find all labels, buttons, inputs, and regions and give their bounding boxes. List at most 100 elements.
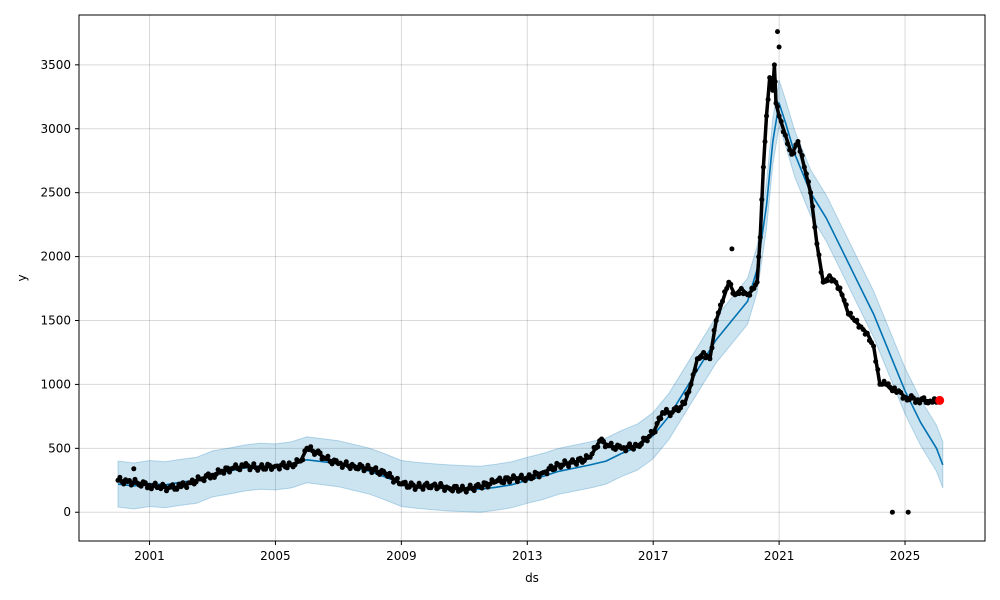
observed-point	[343, 459, 349, 465]
observed-point	[501, 480, 507, 486]
observed-point	[782, 132, 788, 138]
observed-point	[471, 488, 477, 494]
observed-point	[142, 480, 148, 486]
observed-point	[162, 483, 168, 489]
observed-point	[824, 278, 830, 284]
observed-point	[652, 429, 658, 435]
outlier-point	[775, 29, 780, 35]
observed-point	[280, 460, 286, 466]
observed-point	[225, 465, 231, 471]
observed-point	[389, 474, 394, 480]
y-tick-label: 500	[48, 441, 71, 455]
observed-point	[457, 487, 463, 493]
observed-point	[221, 470, 227, 476]
observed-point	[623, 448, 629, 454]
observed-point	[566, 464, 572, 469]
observed-point	[259, 462, 265, 468]
x-tick-label: 2013	[512, 549, 543, 563]
observed-point	[631, 446, 636, 452]
observed-point	[898, 390, 904, 395]
observed-point	[776, 113, 782, 119]
observed-point	[827, 273, 832, 279]
observed-point	[771, 62, 777, 68]
observed-point	[910, 395, 916, 401]
observed-point	[267, 462, 272, 468]
observed-point	[816, 252, 822, 258]
observed-point	[152, 480, 158, 486]
observed-point	[424, 480, 430, 486]
observed-point	[406, 484, 412, 490]
observed-point	[193, 479, 199, 485]
observed-point	[921, 395, 927, 401]
observed-point	[854, 317, 860, 323]
observed-point	[251, 461, 257, 467]
observed-point	[747, 292, 753, 298]
observed-point	[713, 318, 719, 323]
observed-point	[864, 330, 870, 336]
observed-point	[420, 486, 426, 492]
observed-point	[892, 385, 897, 391]
observed-point	[801, 164, 807, 170]
observed-point	[736, 291, 742, 297]
observed-point	[701, 350, 707, 355]
outlier-point	[729, 246, 735, 252]
x-tick-label: 2025	[890, 549, 921, 563]
outlier-point	[905, 509, 911, 515]
observed-point	[810, 204, 816, 209]
observed-point	[233, 462, 239, 468]
observed-point	[574, 461, 579, 467]
observed-point	[121, 481, 127, 487]
observed-point	[450, 488, 455, 494]
observed-point	[560, 462, 566, 468]
observed-point	[505, 475, 511, 481]
x-tick-label: 2017	[638, 549, 669, 563]
observed-point	[818, 269, 824, 275]
outlier-points	[131, 29, 911, 515]
y-tick-label: 1000	[40, 377, 71, 391]
observed-point	[839, 292, 845, 298]
observed-point	[126, 478, 132, 483]
highlight-point-group	[935, 395, 945, 405]
observed-point	[205, 471, 211, 477]
observed-point	[775, 104, 780, 109]
observed-point	[308, 444, 314, 450]
plot-frame	[78, 14, 986, 542]
observed-point	[577, 455, 583, 461]
observed-point	[292, 462, 298, 468]
observed-point	[778, 119, 784, 124]
observed-point	[808, 190, 814, 196]
observed-point	[654, 421, 660, 426]
observed-point	[276, 466, 282, 472]
observed-point	[692, 367, 698, 373]
observed-point	[359, 463, 365, 469]
x-tick-label: 2005	[260, 549, 291, 563]
observed-point	[860, 327, 866, 332]
observed-point	[760, 164, 766, 170]
observed-point	[367, 466, 373, 472]
observed-point	[678, 405, 683, 411]
x-tick-label: 2021	[764, 549, 795, 563]
observed-point	[686, 389, 692, 395]
observed-point	[837, 285, 843, 291]
observed-point	[906, 397, 912, 403]
observed-point	[355, 466, 361, 472]
observed-point	[638, 441, 644, 447]
observed-point	[759, 197, 765, 203]
observed-point	[738, 286, 744, 291]
observed-point	[373, 465, 379, 471]
observed-point	[717, 302, 723, 308]
observed-point	[483, 480, 489, 486]
observed-point	[174, 486, 180, 492]
observed-point	[762, 139, 768, 145]
observed-point	[552, 466, 558, 472]
observed-point	[709, 345, 715, 351]
observed-point	[728, 281, 734, 287]
observed-point	[329, 461, 335, 467]
observed-point	[117, 474, 123, 480]
observed-point	[337, 460, 343, 466]
observed-point	[841, 297, 847, 303]
observed-point	[245, 463, 251, 469]
observed-point	[848, 310, 853, 316]
outlier-point	[131, 466, 137, 472]
